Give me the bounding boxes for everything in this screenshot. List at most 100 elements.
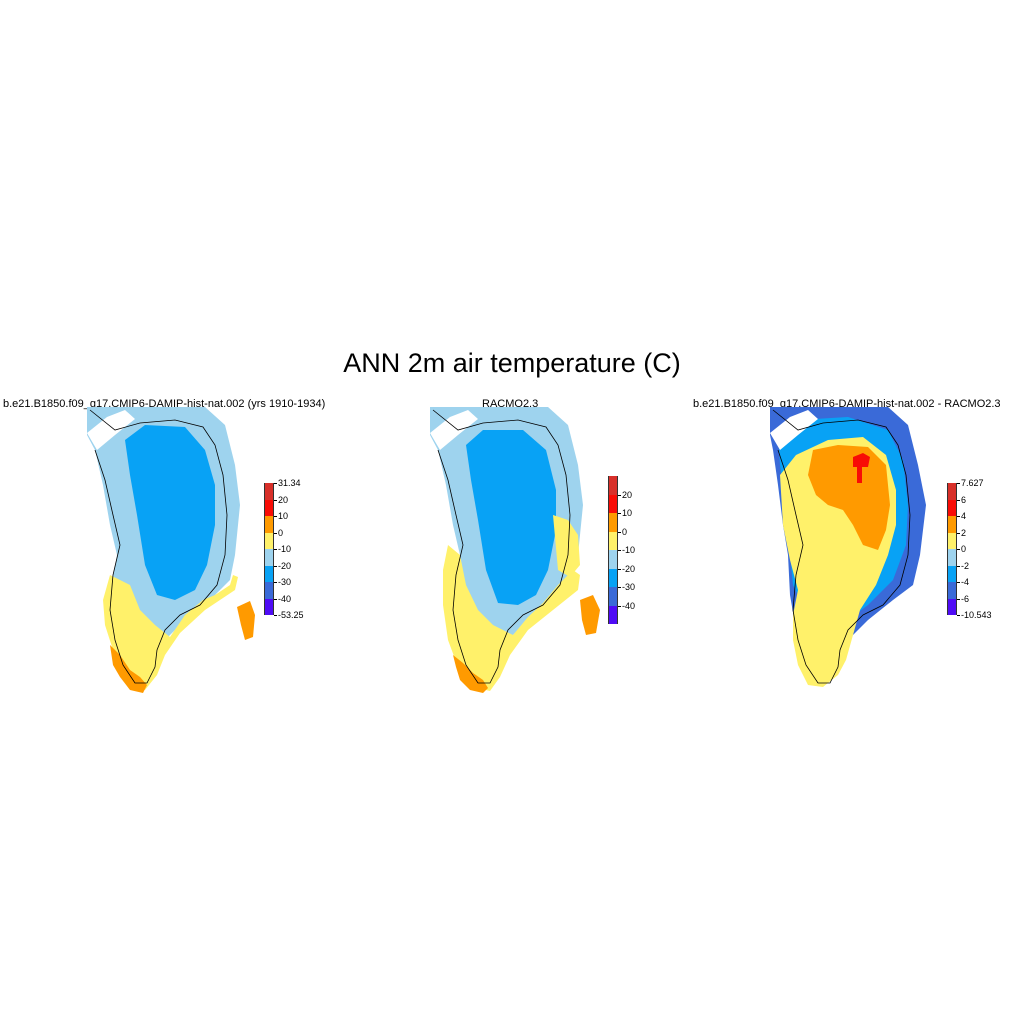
region-yellow-south [103, 575, 238, 690]
colorbar-tick [618, 513, 621, 514]
colorbar-label: -6 [961, 593, 970, 604]
map-diff-fill [770, 407, 926, 687]
region-blue-core [466, 430, 556, 605]
colorbar-tick [618, 494, 621, 496]
map-obs [430, 407, 600, 693]
region-orange-tip [110, 645, 147, 693]
colorbar-tick [957, 532, 960, 534]
colorbar-label: -20 [278, 560, 292, 571]
colorbar-tick [274, 615, 277, 616]
colorbar-swatch [947, 582, 957, 599]
colorbar-label: 4 [961, 511, 967, 521]
colorbar-swatch [608, 476, 618, 495]
coastline-obs [432, 409, 571, 684]
colorbar-label: 31.34 [278, 478, 301, 488]
colorbar-label: 0 [278, 527, 284, 538]
colorbar-label: -40 [622, 600, 636, 611]
colorbar-label: -10 [278, 544, 292, 554]
colorbar-swatch [608, 587, 618, 606]
colorbar-swatch [264, 483, 274, 500]
colorbar-swatch [608, 513, 618, 532]
region-orange-island [237, 601, 255, 640]
colorbar-swatch [947, 565, 957, 582]
colorbar-label: 20 [278, 494, 289, 505]
colorbar-swatch [264, 582, 274, 599]
colorbar-swatch [608, 605, 618, 624]
colorbar-tick [957, 565, 960, 567]
coastline-diff [772, 409, 911, 684]
colorbar-tick [274, 598, 277, 600]
colorbar-label: -53.25 [278, 610, 304, 620]
map-model-fill [87, 407, 255, 693]
colorbar-tick [618, 605, 621, 607]
colorbar-swatch [264, 516, 274, 533]
region-white-inlet [770, 410, 818, 450]
figure-title: ANN 2m air temperature (C) [343, 348, 681, 378]
coastline-model [89, 409, 228, 684]
colorbar-tick [957, 549, 960, 550]
colorbar-label: -10 [622, 545, 636, 555]
colorbar-tick [618, 531, 621, 533]
colorbar-tick [957, 582, 960, 583]
panel-title-diff: b.e21.B1850.f09_g17.CMIP6-DAMIP-hist-nat… [693, 398, 1001, 410]
colorbar-swatch [947, 483, 957, 500]
region-orange-core [808, 445, 890, 550]
colorbar-swatch [947, 598, 957, 615]
colorbar-label: -4 [961, 577, 970, 587]
panel-title-model: b.e21.B1850.f09_g17.CMIP6-DAMIP-hist-nat… [3, 398, 326, 410]
colorbar-label: 10 [622, 508, 633, 518]
colorbar-label: 6 [961, 494, 967, 505]
region-yellow-south [443, 545, 580, 691]
region-white-inlet [87, 410, 135, 450]
colorbar-swatch [947, 549, 957, 566]
colorbar-swatch [264, 532, 274, 549]
colorbar-tick [274, 499, 277, 501]
colorbar-swatch [608, 568, 618, 587]
colorbar-label: 2 [961, 527, 967, 538]
colorbar-swatch [947, 516, 957, 533]
colorbar-label: 10 [278, 511, 289, 521]
colorbar-swatch [947, 532, 957, 549]
colorbar-swatch [608, 550, 618, 569]
colorbar-tick [957, 516, 960, 517]
colorbar-swatch [608, 494, 618, 513]
colorbar-label: 0 [961, 544, 967, 554]
colorbar-tick [957, 483, 960, 484]
region-orange-tip [453, 655, 488, 693]
colorbar-tick [274, 483, 277, 484]
map-diff [770, 407, 926, 687]
colorbar-tick [957, 499, 960, 501]
map-obs-fill [430, 407, 600, 693]
colorbar-swatch [264, 499, 274, 516]
colorbar-swatch [608, 531, 618, 550]
colorbar-label: -40 [278, 593, 292, 604]
colorbar-tick [618, 587, 621, 588]
colorbar-tick [274, 549, 277, 550]
colorbar-swatch [264, 549, 274, 566]
colorbar-label: 7.627 [961, 478, 984, 488]
region-orange-island [580, 595, 600, 635]
colorbar-tick [957, 598, 960, 600]
colorbar-label: -20 [622, 563, 636, 574]
colorbar-label: -10.543 [961, 610, 992, 620]
region-red-spot [853, 453, 870, 483]
colorbar-tick [274, 582, 277, 583]
colorbar-label: 20 [622, 489, 633, 500]
colorbar-swatch [264, 565, 274, 582]
region-white-inlet [430, 410, 478, 450]
colorbar-tick [274, 565, 277, 567]
colorbar-tick [274, 516, 277, 517]
colorbar-swatch [947, 499, 957, 516]
colorbar-label: -2 [961, 560, 970, 571]
colorbar-tick [618, 568, 621, 570]
colorbar-tick [618, 550, 621, 551]
map-model [87, 407, 255, 693]
colorbar-label: 0 [622, 526, 628, 537]
colorbar-label: -30 [622, 582, 636, 592]
colorbar-label: -30 [278, 577, 292, 587]
region-blue-core [125, 425, 215, 600]
colorbar-tick [274, 532, 277, 534]
colorbar-swatch [264, 598, 274, 615]
region-yellow-east [553, 515, 580, 577]
colorbar-tick [957, 615, 960, 616]
